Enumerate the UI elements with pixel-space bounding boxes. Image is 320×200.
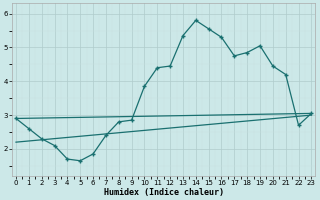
X-axis label: Humidex (Indice chaleur): Humidex (Indice chaleur) bbox=[104, 188, 224, 197]
